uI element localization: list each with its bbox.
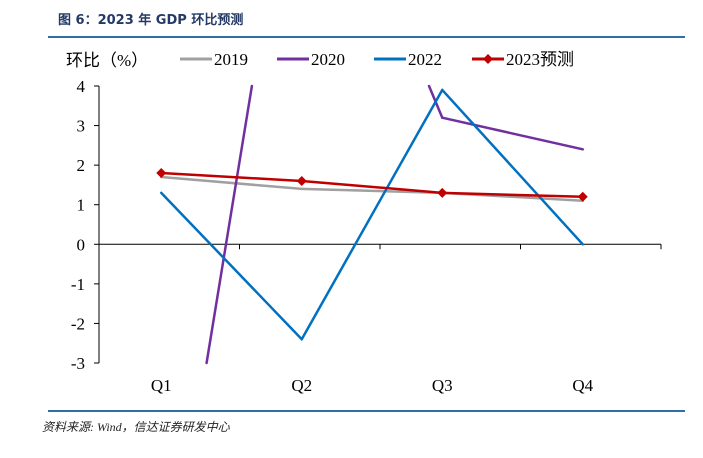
figure-title: 图 6：2023 年 GDP 环比预测 [58, 13, 244, 28]
data-point-marker [437, 187, 448, 198]
series-segment [300, 88, 444, 341]
top-divider [48, 36, 685, 38]
x-tick-label: Q4 [572, 376, 593, 395]
data-point-marker [577, 191, 588, 202]
bottom-divider [48, 410, 685, 412]
data-point-marker [296, 175, 307, 186]
legend-label: 2023预测 [506, 50, 574, 69]
series-segment [441, 191, 584, 199]
y-tick-label: 2 [77, 156, 86, 175]
y-tick-label: 1 [77, 196, 86, 215]
series-line-2020 [205, 84, 584, 365]
series-line-2022 [160, 88, 584, 341]
y-tick-label: -3 [71, 354, 85, 373]
series-segment [300, 179, 444, 195]
series-segment [160, 171, 303, 183]
x-tick-label: Q3 [432, 376, 453, 395]
x-tick-label: Q1 [151, 376, 172, 395]
series-group [156, 84, 588, 365]
series-segment [441, 116, 584, 151]
series-segment [300, 187, 444, 195]
legend-label: 2020 [311, 50, 345, 69]
legend-label: 2019 [214, 50, 248, 69]
series-segment [160, 191, 303, 341]
legend: 2019 2020 2022 2023预测 [180, 50, 574, 69]
x-tick-label: Q2 [291, 376, 312, 395]
y-tick-label: 0 [77, 235, 86, 254]
y-tick-label: 4 [77, 77, 86, 96]
source-note: 资料来源: Wind，信达证券研发中心 [42, 420, 230, 434]
series-segment [160, 175, 303, 191]
y-tick-label: -1 [71, 275, 85, 294]
legend-marker [483, 54, 493, 64]
series-line-2023预测 [160, 171, 584, 199]
axes: 4 3 2 1 0 -1 -2 -3 Q1 Q2 Q3 Q4 [71, 77, 662, 395]
series-segment [441, 88, 584, 246]
y-tick-label: -2 [71, 314, 85, 333]
y-tick-label: 3 [77, 117, 86, 136]
data-point-marker [156, 168, 167, 179]
series-line-2019 [160, 175, 584, 203]
y-axis-label: 环比（%） [66, 51, 148, 70]
series-segment [205, 84, 254, 365]
legend-label: 2022 [408, 50, 442, 69]
